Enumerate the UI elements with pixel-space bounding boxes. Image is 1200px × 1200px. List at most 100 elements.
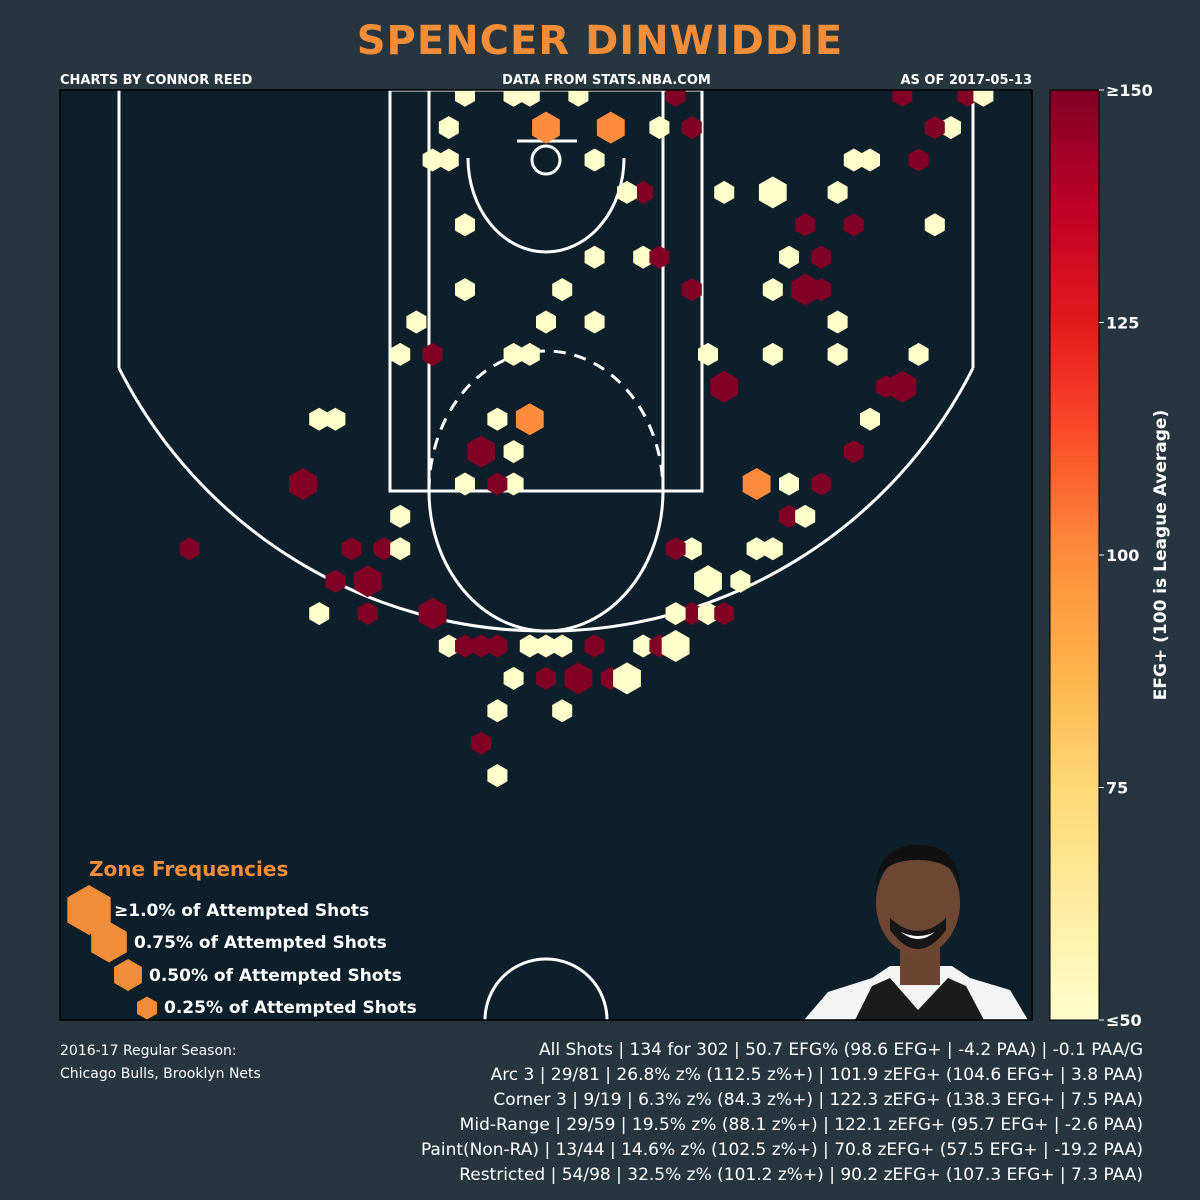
shot-hex: [503, 440, 524, 464]
shot-hex: [455, 90, 475, 107]
shot-hex: [811, 278, 832, 302]
shot-hex: [633, 245, 654, 269]
chart-credit: CHARTS BY CONNOR REED: [60, 73, 253, 88]
shot-hex: [681, 116, 702, 140]
shot-hex: [309, 407, 330, 431]
restricted-area-arc: [466, 157, 626, 254]
shot-hex: [1038, 0, 1058, 10]
center-circle: [483, 957, 609, 1020]
shot-hex: [357, 602, 378, 626]
shot-hex: [487, 472, 508, 496]
colorbar-ticks: ≥150 125 100 75 ≤50: [1099, 81, 1153, 1030]
stat-restricted: Restricted | 54/98 | 32.5% z% (101.2 z%+…: [459, 1165, 1143, 1185]
shot-hex: [353, 565, 382, 598]
colorbar: ≥150 125 100 75 ≤50 EFG+ (100 is League Aver…: [1049, 81, 1171, 1030]
shot-hex: [876, 375, 897, 399]
shot-hex: [552, 634, 573, 658]
shot-hex: [1022, 0, 1042, 10]
shot-hex: [596, 111, 625, 144]
shot-hex: [665, 602, 686, 626]
player-name-title: SPENCER DINWIDDIE: [356, 18, 844, 64]
court-frame: [59, 89, 1033, 1021]
shot-hex: [617, 180, 637, 204]
shot-hex: [374, 537, 394, 561]
legend-hex-050pct: [114, 959, 142, 991]
shot-hex: [341, 537, 362, 561]
shot-hex: [422, 342, 443, 366]
shot-hex: [665, 537, 686, 561]
stat-mid-range: Mid-Range | 29/59 | 19.5% z% (88.1 z%+) …: [459, 1115, 1143, 1135]
shot-hex: [649, 116, 670, 140]
shot-hex: [1002, 14, 1030, 46]
shot-hex: [471, 731, 492, 755]
shot-hex: [661, 630, 690, 662]
shot-hex: [665, 90, 686, 107]
shot-hex: [827, 180, 848, 204]
shot-hex: [827, 310, 848, 334]
shot-hex: [422, 148, 443, 172]
shot-hex: [536, 634, 556, 658]
shot-hex: [698, 342, 718, 366]
season-label: 2016-17 Regular Season:: [60, 1043, 237, 1059]
shot-hex: [811, 0, 831, 10]
shot-hex: [467, 14, 495, 46]
shot-hex: [681, 278, 702, 302]
shot-hex: [418, 597, 447, 630]
shot-hex: [455, 472, 475, 496]
legend-hex-1pct: [67, 885, 111, 935]
shot-hex: [515, 403, 544, 436]
shot-hex: [730, 569, 751, 593]
shot-hex: [487, 699, 508, 723]
shot-hex: [633, 0, 653, 10]
shot-hex: [519, 634, 540, 658]
shot-hex: [487, 0, 507, 10]
shot-hex: [519, 342, 540, 366]
shot-hex: [536, 0, 556, 10]
shot-hex: [762, 278, 783, 302]
shot-hex: [633, 180, 654, 204]
shot-hex: [536, 310, 556, 334]
shot-hex: [860, 407, 880, 431]
legend-label-050pct: 0.50% of Attempted Shots: [149, 966, 402, 986]
shot-hex: [811, 472, 832, 496]
shot-summary: All Shots | 134 for 302 | 50.7 EFG% (98.…: [421, 1038, 1143, 1188]
shot-hex: [811, 245, 832, 269]
shot-hex: [438, 148, 459, 172]
shot-hex: [924, 213, 945, 237]
season-info: 2016-17 Regular Season: Chicago Bulls, B…: [60, 1040, 261, 1086]
shot-hex: [438, 116, 459, 140]
shot-hex: [779, 504, 799, 528]
legend-hex-075pct: [91, 921, 127, 963]
shot-hex: [552, 19, 572, 42]
shot-hex: [681, 602, 702, 626]
shot-hex: [325, 569, 346, 593]
shot-hex: [727, 14, 755, 46]
shot-hex: [990, 51, 1010, 74]
shot-hex: [888, 370, 917, 403]
shot-hex: [179, 537, 200, 561]
stat-arc-3: Arc 3 | 29/81 | 26.8% z% (112.5 z%+) | 1…: [490, 1065, 1143, 1085]
shot-hex: [762, 537, 783, 561]
shot-hex: [584, 310, 605, 334]
shot-hex: [568, 90, 589, 107]
shot-hex: [564, 662, 593, 695]
shot-hex: [892, 90, 913, 107]
shot-hex: [843, 213, 864, 237]
court-lines: [117, 90, 975, 1020]
shot-hex: [957, 90, 978, 107]
shot-hex: [617, 19, 637, 42]
shot-hex: [519, 90, 540, 107]
shot-hex: [487, 407, 508, 431]
shot-hex: [758, 176, 787, 209]
shot-hex: [503, 666, 524, 690]
player-headshot: [804, 845, 1028, 1020]
shot-hex: [633, 51, 653, 74]
shot-hex: [438, 634, 459, 658]
shot-hex: [503, 90, 524, 107]
shot-hex: [325, 407, 346, 431]
shot-hex: [698, 602, 718, 626]
shot-hex: [779, 245, 799, 269]
free-throw-circle-bottom: [427, 490, 665, 633]
hex-bins: [179, 0, 1058, 788]
